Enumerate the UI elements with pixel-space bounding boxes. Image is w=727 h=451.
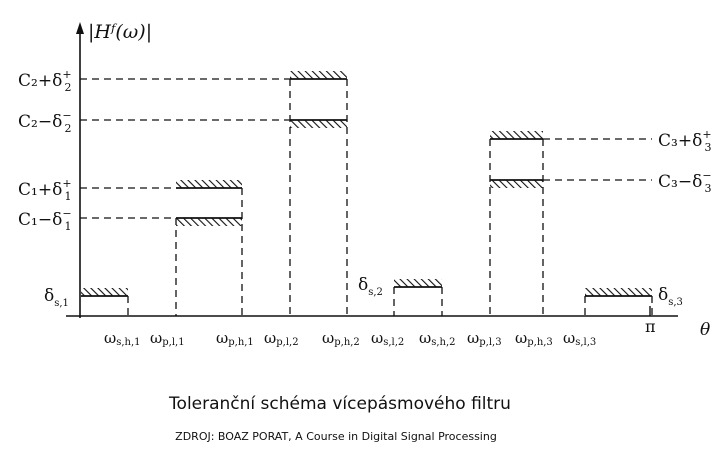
y-axis-label: |Hᶠ(ω)| [88,21,152,43]
stopband-3 [585,288,652,297]
freq-label-p-h-1: ωp,h,1 [216,329,254,348]
stopband-2 [394,279,442,288]
freq-label-p-l-2: ωp,l,2 [264,329,299,348]
label-c3-minus: C₃−δ− 3 [658,169,712,195]
label-c1-plus: C₁+δ+ 1 [18,177,72,203]
passband-1-lower [176,217,242,226]
x-axis-label: θ [700,320,710,340]
label-delta-s3: δs,3 [658,285,683,308]
passband-1-upper [176,180,242,189]
passband-2-upper [290,71,347,80]
pi-label: π [645,317,656,336]
figure-source: ZDROJ: BOAZ PORAT, A Course in Digital S… [175,430,497,443]
label-c1-minus: C₁−δ− 1 [18,207,72,233]
freq-label-p-h-3: ωp,h,3 [515,329,553,348]
freq-label-s-h-1: ωs,h,1 [104,329,141,348]
label-c2-minus: C₂−δ− 2 [18,109,72,135]
freq-label-s-h-2: ωs,h,2 [419,329,456,348]
passband-3-upper [490,131,543,140]
y-axis-arrow-icon [76,22,84,34]
freq-label-p-l-3: ωp,l,3 [467,329,502,348]
freq-label-p-l-1: ωp,l,1 [150,329,185,348]
freq-label-s-l-3: ωs,l,3 [563,329,596,348]
passband-2-lower [290,119,347,128]
figure-caption: Toleranční schéma vícepásmového filtru [169,394,511,414]
label-c2-plus: C₂+δ+ 2 [18,68,72,94]
label-c3-plus: C₃+δ+ 3 [658,128,712,154]
label-delta-s1: δs,1 [44,286,69,309]
stopband-1 [81,288,128,297]
freq-label-p-h-2: ωp,h,2 [322,329,360,348]
passband-3-lower [490,179,543,188]
freq-label-s-l-2: ωs,l,2 [371,329,404,348]
tolerance-scheme-diagram: |Hᶠ(ω)| θ π [18,21,712,348]
label-delta-s2: δs,2 [358,275,383,298]
